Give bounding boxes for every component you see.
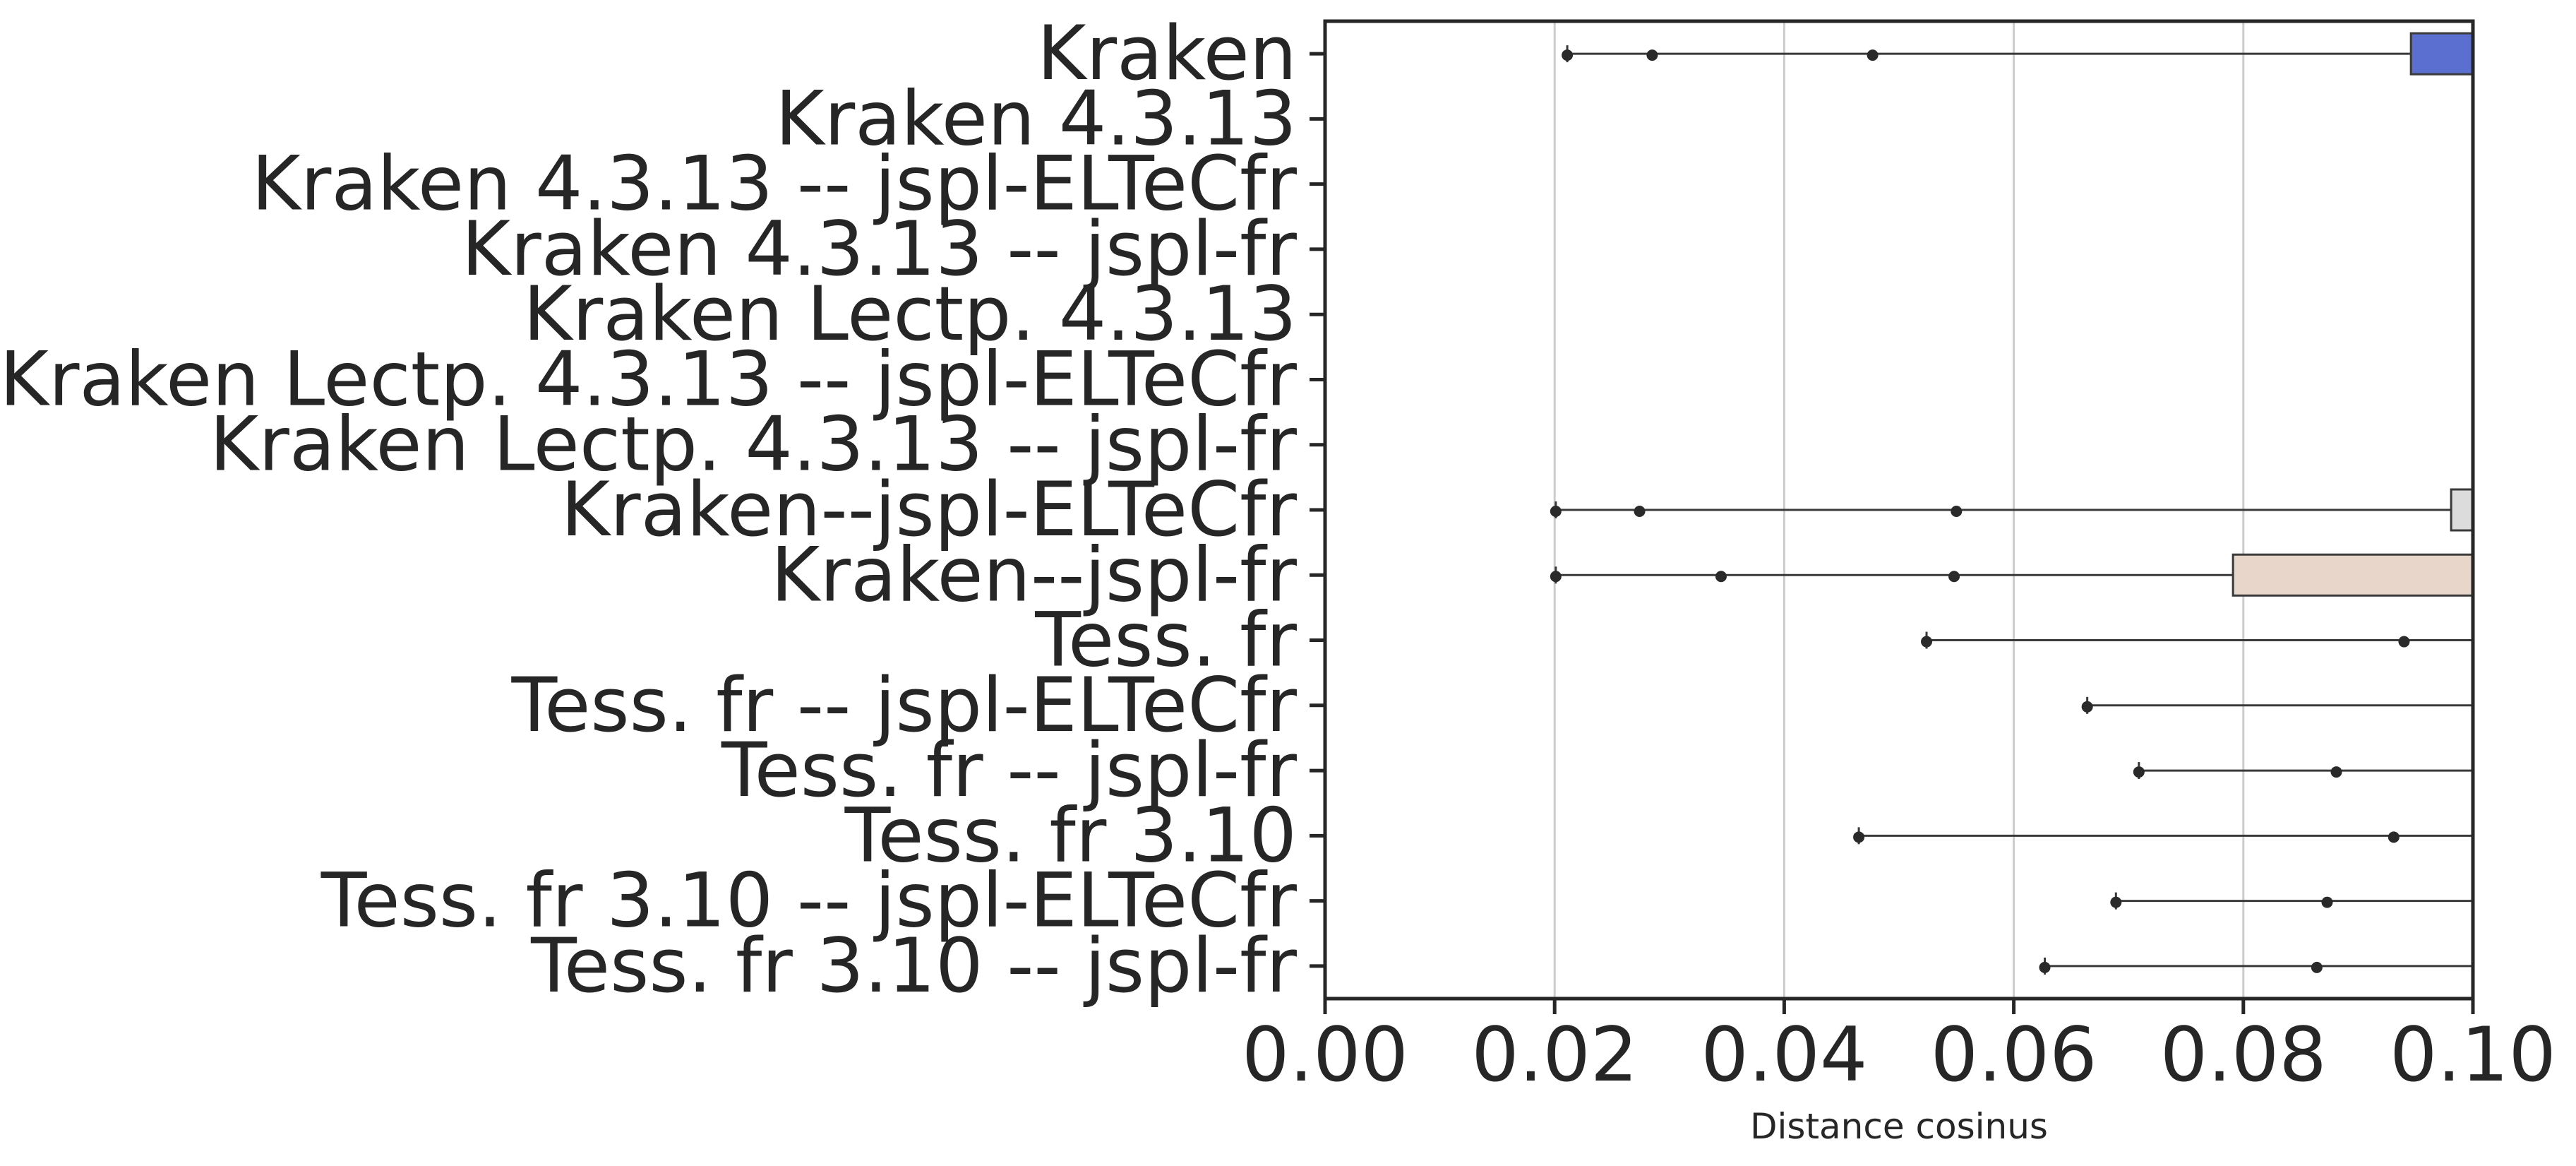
x-tick-label: 0.00	[1242, 1011, 1408, 1098]
y-tick-label: Kraken 4.3.13 -- jspl-fr	[462, 206, 1298, 292]
outlier-point	[1921, 636, 1933, 648]
y-tick-label: Tess. fr 3.10 -- jspl-fr	[530, 922, 1297, 1009]
x-tick-label: 0.08	[2160, 1011, 2327, 1098]
outlier-point	[2081, 701, 2093, 713]
box	[2450, 488, 2474, 532]
outlier-point	[1562, 49, 1574, 61]
y-tick-label: Tess. fr 3.10 -- jspl-ELTeCfr	[320, 857, 1298, 944]
y-tick-label: Tess. fr -- jspl-fr	[721, 727, 1298, 814]
x-tick-label: 0.10	[2390, 1011, 2556, 1098]
axes	[1310, 19, 2475, 1014]
outlier-point	[2133, 766, 2145, 778]
y-tick-label: Kraken Lectp. 4.3.13	[523, 270, 1297, 357]
x-axis-title: Distance cosinus	[1750, 1106, 2048, 1147]
y-tick-label: Kraken--jspl-fr	[771, 531, 1298, 618]
outlier-point	[2388, 831, 2400, 843]
y-tick-label: Kraken 4.3.13	[775, 75, 1297, 162]
outlier-point	[2110, 896, 2122, 908]
outlier-point	[1853, 831, 1865, 843]
x-tick-label: 0.02	[1471, 1011, 1638, 1098]
y-tick-label: Kraken Lectp. 4.3.13 -- jspl-ELTeCfr	[0, 335, 1297, 422]
box	[2409, 32, 2474, 76]
outlier-point	[2311, 961, 2323, 973]
x-axis-tick-labels: 0.00 0.02 0.04 0.06 0.08 0.10	[1242, 1011, 2556, 1098]
outlier-point	[1867, 49, 1879, 61]
y-tick-label: Kraken	[1037, 10, 1297, 97]
y-tick-label: Tess. fr	[1034, 597, 1297, 684]
outlier-point	[1550, 506, 1562, 517]
outlier-point	[2330, 766, 2342, 778]
outlier-point	[1550, 571, 1562, 583]
outlier-point	[1951, 506, 1963, 517]
x-tick-label: 0.04	[1701, 1011, 1867, 1098]
y-tick-label: Tess. fr -- jspl-ELTeCfr	[510, 662, 1297, 749]
y-tick-label: Kraken--jspl-ELTeCfr	[561, 466, 1297, 553]
y-tick-label: Kraken 4.3.13 -- jspl-ELTeCfr	[251, 141, 1297, 227]
outlier-point	[1715, 571, 1727, 583]
outlier-point	[2321, 896, 2333, 908]
outlier-point	[1634, 506, 1646, 517]
y-tick-label: Kraken Lectp. 4.3.13 -- jspl-fr	[210, 401, 1298, 488]
y-tick-label: Tess. fr 3.10	[844, 792, 1297, 879]
x-tick-label: 0.06	[1931, 1011, 2097, 1098]
outlier-point	[1646, 49, 1658, 61]
box	[2231, 553, 2474, 597]
outlier-point	[1948, 571, 1960, 583]
outlier-point	[2398, 636, 2410, 648]
outlier-point	[2039, 961, 2051, 973]
